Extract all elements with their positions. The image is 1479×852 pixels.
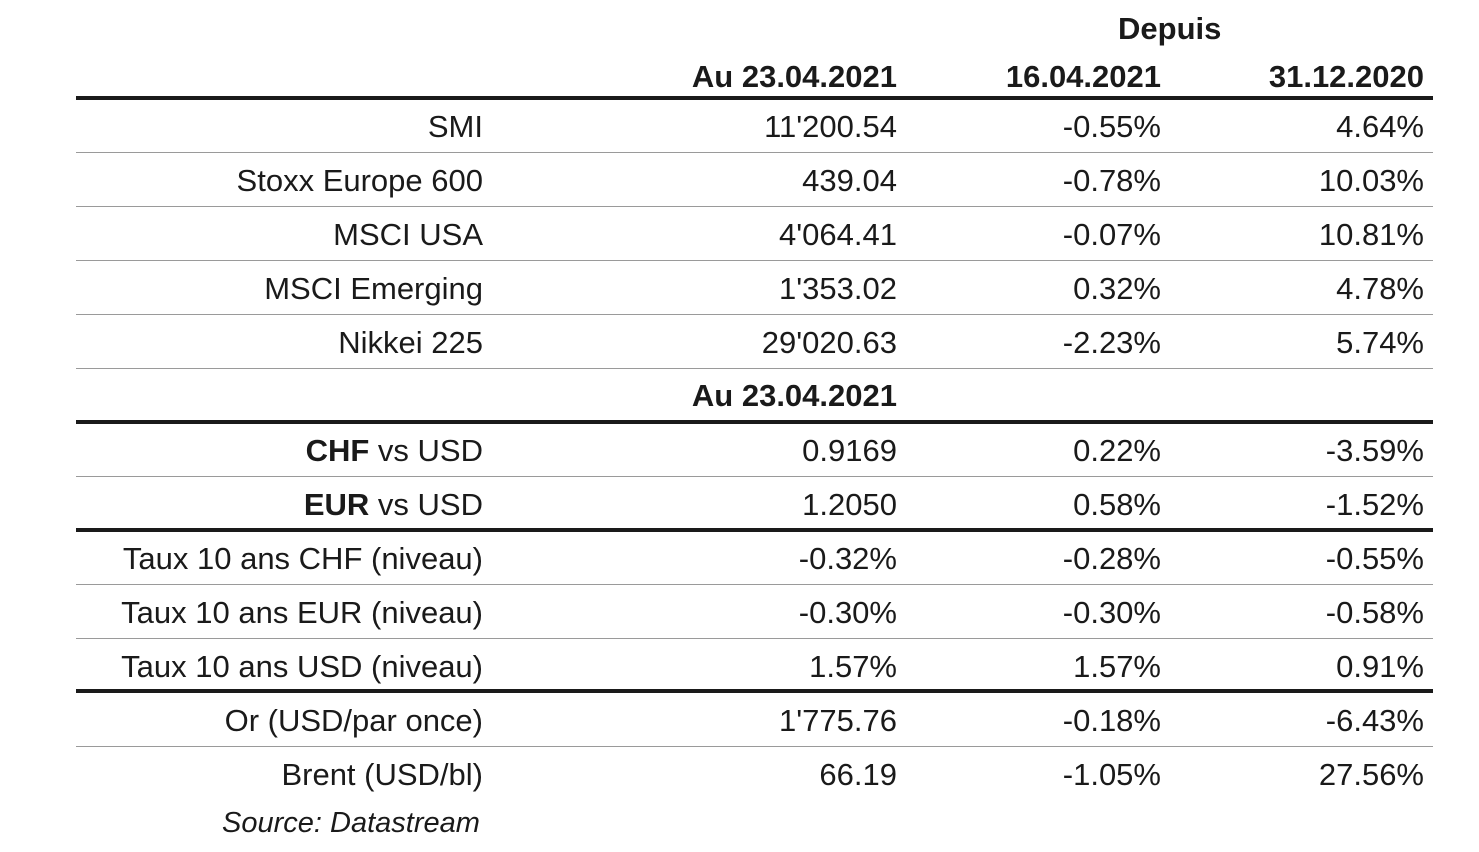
- row-change-week: 0.32%: [1073, 271, 1161, 306]
- source-note: Source: Datastream: [222, 807, 480, 839]
- row-change-week: -1.05%: [1062, 757, 1161, 792]
- row-change-week: -0.78%: [1062, 163, 1161, 198]
- row-label: Brent (USD/bl): [281, 757, 483, 792]
- row-value: 1'353.02: [779, 271, 897, 306]
- row-divider: [76, 260, 1433, 261]
- row-label: MSCI USA: [333, 217, 483, 252]
- row-change-year: -0.58%: [1325, 595, 1424, 630]
- row-divider: [76, 314, 1433, 315]
- row-divider: [76, 638, 1433, 639]
- row-value: 1.2050: [802, 487, 897, 522]
- row-change-year: 27.56%: [1318, 757, 1424, 792]
- row-change-year: -6.43%: [1325, 703, 1424, 738]
- row-change-year: -1.52%: [1325, 487, 1424, 522]
- row-change-week: 0.58%: [1073, 487, 1161, 522]
- row-change-week: -0.18%: [1062, 703, 1161, 738]
- row-value: 29'020.63: [761, 325, 897, 360]
- row-value: 1.57%: [809, 649, 897, 684]
- row-label: Taux 10 ans EUR (niveau): [121, 595, 483, 630]
- row-value: 11'200.54: [764, 109, 897, 144]
- depuis-header: Depuis: [1118, 11, 1222, 46]
- table-row: Taux 10 ans USD (niveau) 1.57% 1.57% 0.9…: [76, 640, 1433, 694]
- row-value: -0.32%: [798, 541, 897, 576]
- row-change-week: -0.07%: [1062, 217, 1161, 252]
- row-label: Stoxx Europe 600: [236, 163, 483, 198]
- row-value: 66.19: [819, 757, 897, 792]
- row-label: Taux 10 ans USD (niveau): [121, 649, 483, 684]
- table-row: MSCI Emerging 1'353.02 0.32% 4.78%: [76, 262, 1433, 316]
- currency-pair-suffix: vs USD: [369, 433, 483, 468]
- section-rule: [76, 689, 1433, 693]
- row-label: MSCI Emerging: [264, 271, 483, 306]
- section-rule: [76, 528, 1433, 532]
- row-change-year: -0.55%: [1325, 541, 1424, 576]
- row-label: Nikkei 225: [338, 325, 483, 360]
- currency-pair-suffix: vs USD: [369, 487, 483, 522]
- row-change-year: 5.74%: [1336, 325, 1424, 360]
- row-divider: [76, 368, 1433, 369]
- column-header-since-year: 31.12.2020: [1268, 59, 1424, 94]
- row-change-week: 0.22%: [1073, 433, 1161, 468]
- row-change-year: 4.78%: [1336, 271, 1424, 306]
- row-divider: [76, 476, 1433, 477]
- table-row: Or (USD/par once) 1'775.76 -0.18% -6.43%: [76, 694, 1433, 748]
- row-label: EUR vs USD: [76, 478, 483, 532]
- section-header-date: Au 23.04.2021: [691, 378, 897, 413]
- table-row: Taux 10 ans EUR (niveau) -0.30% -0.30% -…: [76, 586, 1433, 640]
- row-divider: [76, 584, 1433, 585]
- row-change-year: -3.59%: [1325, 433, 1424, 468]
- currency-code: CHF: [305, 433, 370, 468]
- table-row: CHF vs USD 0.9169 0.22% -3.59%: [76, 424, 1433, 478]
- row-change-week: -0.55%: [1062, 109, 1161, 144]
- row-label: CHF vs USD: [76, 424, 483, 478]
- row-value: 0.9169: [802, 433, 897, 468]
- row-value: -0.30%: [798, 595, 897, 630]
- table-row: EUR vs USD 1.2050 0.58% -1.52%: [76, 478, 1433, 532]
- row-value: 439.04: [802, 163, 897, 198]
- row-change-year: 0.91%: [1336, 649, 1424, 684]
- row-change-week: -2.23%: [1062, 325, 1161, 360]
- column-header-date: Au 23.04.2021: [691, 59, 897, 94]
- table-row: Taux 10 ans CHF (niveau) -0.32% -0.28% -…: [76, 532, 1433, 586]
- table-row: Nikkei 225 29'020.63 -2.23% 5.74%: [76, 316, 1433, 370]
- row-change-week: 1.57%: [1073, 649, 1161, 684]
- table-row: Stoxx Europe 600 439.04 -0.78% 10.03%: [76, 154, 1433, 208]
- row-change-year: 10.81%: [1318, 217, 1424, 252]
- table-row: SMI 11'200.54 -0.55% 4.64%: [76, 100, 1433, 154]
- row-change-week: -0.30%: [1062, 595, 1161, 630]
- row-value: 1'775.76: [779, 703, 897, 738]
- table-row: Brent (USD/bl) 66.19 -1.05% 27.56%: [76, 748, 1433, 802]
- row-change-week: -0.28%: [1062, 541, 1161, 576]
- row-label: Taux 10 ans CHF (niveau): [122, 541, 483, 576]
- table-row: MSCI USA 4'064.41 -0.07% 10.81%: [76, 208, 1433, 262]
- section-rule: [76, 420, 1433, 424]
- column-header-since-week: 16.04.2021: [1005, 59, 1161, 94]
- row-label: SMI: [427, 109, 483, 144]
- row-change-year: 4.64%: [1336, 109, 1424, 144]
- row-divider: [76, 746, 1433, 747]
- currency-code: EUR: [303, 487, 370, 522]
- row-change-year: 10.03%: [1318, 163, 1424, 198]
- header-rule: [76, 96, 1433, 100]
- row-divider: [76, 152, 1433, 153]
- row-value: 4'064.41: [779, 217, 897, 252]
- row-label: Or (USD/par once): [224, 703, 483, 738]
- row-divider: [76, 206, 1433, 207]
